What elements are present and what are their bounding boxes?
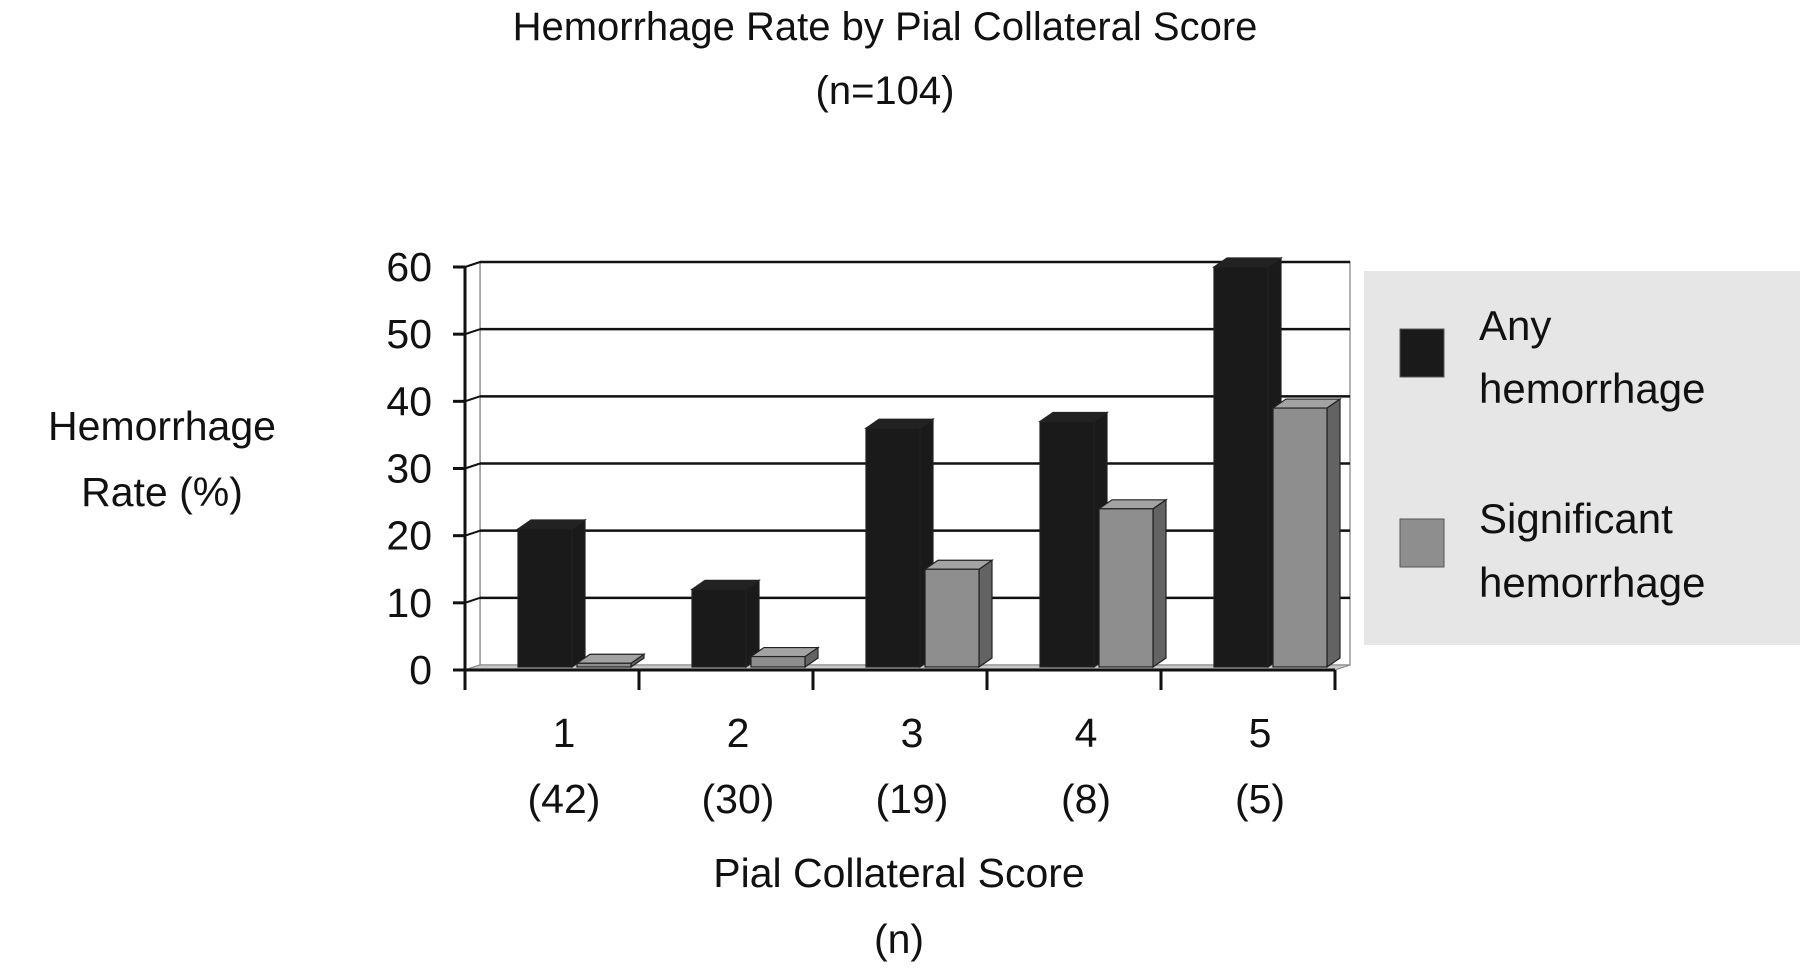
x-tick-label-n: (19) (876, 776, 949, 822)
bar-top (749, 646, 820, 658)
x-tick-label-score: 5 (1249, 710, 1272, 756)
bar (576, 662, 632, 668)
x-tick-label-score: 2 (727, 710, 750, 756)
bar (1213, 266, 1269, 668)
y-axis-label-line-2: Rate (%) (81, 469, 243, 515)
chart-subtitle: (n=104) (816, 69, 955, 113)
legend-label-significant-hemorrhage-line-1: Significant (1479, 495, 1673, 542)
plot-area: 0 10 20 30 40 50 60 1 (42) 2 (30) 3 (19) 4 (8) 5 (5) (386, 244, 1351, 822)
bar (865, 427, 921, 668)
bar-top (1097, 499, 1168, 510)
x-tick-label-n: (30) (702, 776, 775, 822)
gridline-side (464, 462, 481, 470)
bar-top (575, 653, 646, 664)
x-tick-label-score: 4 (1075, 710, 1098, 756)
gridline-side (464, 395, 481, 403)
bar (1098, 508, 1154, 668)
y-tick-label: 40 (386, 378, 432, 424)
gridline-side (464, 529, 481, 537)
bar-top (1038, 411, 1109, 423)
y-tick-label: 50 (386, 311, 432, 357)
bar-top (1212, 257, 1283, 268)
y-tick-label: 10 (386, 580, 432, 626)
bar-side (1326, 397, 1341, 669)
legend-label-any-hemorrhage-line-2: hemorrhage (1479, 365, 1705, 412)
bar (750, 655, 806, 668)
bar-side (571, 518, 586, 669)
gridline-side (464, 261, 481, 268)
bar-top (516, 519, 587, 530)
x-tick-label-score: 3 (901, 710, 924, 756)
legend-label-significant-hemorrhage-line-2: hemorrhage (1479, 559, 1705, 606)
x-tick-label-n: (5) (1235, 776, 1285, 822)
bar-top (864, 418, 935, 429)
y-tick-label: 0 (409, 647, 432, 693)
y-tick-label: 20 (386, 513, 432, 559)
legend-label-any-hemorrhage-line-1: Any (1479, 302, 1551, 349)
bar-side (978, 559, 993, 669)
bar-side (1152, 498, 1167, 669)
gridline-side (464, 596, 481, 604)
bar-top (1271, 398, 1342, 409)
legend: Any hemorrhage Significant hemorrhage (1364, 271, 1800, 645)
chart-title: Hemorrhage Rate by Pial Collateral Score (513, 5, 1258, 49)
bar-top (923, 559, 994, 570)
x-tick-label-n: (8) (1061, 776, 1111, 822)
y-tick-label: 60 (386, 244, 432, 290)
bar (691, 588, 747, 668)
bar-top (690, 579, 761, 591)
x-tick-label-n: (42) (528, 776, 601, 822)
bar (1272, 407, 1328, 668)
gridline-side (464, 328, 481, 336)
legend-swatch-any-hemorrhage (1399, 328, 1445, 378)
x-tick-label-score: 1 (553, 710, 576, 756)
bar (1039, 420, 1095, 668)
bar (517, 528, 573, 668)
y-axis-label-line-1: Hemorrhage (48, 403, 276, 449)
x-axis-label-line-2: (n) (874, 916, 924, 962)
y-tick-label: 30 (386, 446, 432, 492)
x-axis-label-line-1: Pial Collateral Score (713, 850, 1084, 896)
legend-swatch-significant-hemorrhage (1399, 518, 1445, 568)
bar (924, 568, 980, 668)
